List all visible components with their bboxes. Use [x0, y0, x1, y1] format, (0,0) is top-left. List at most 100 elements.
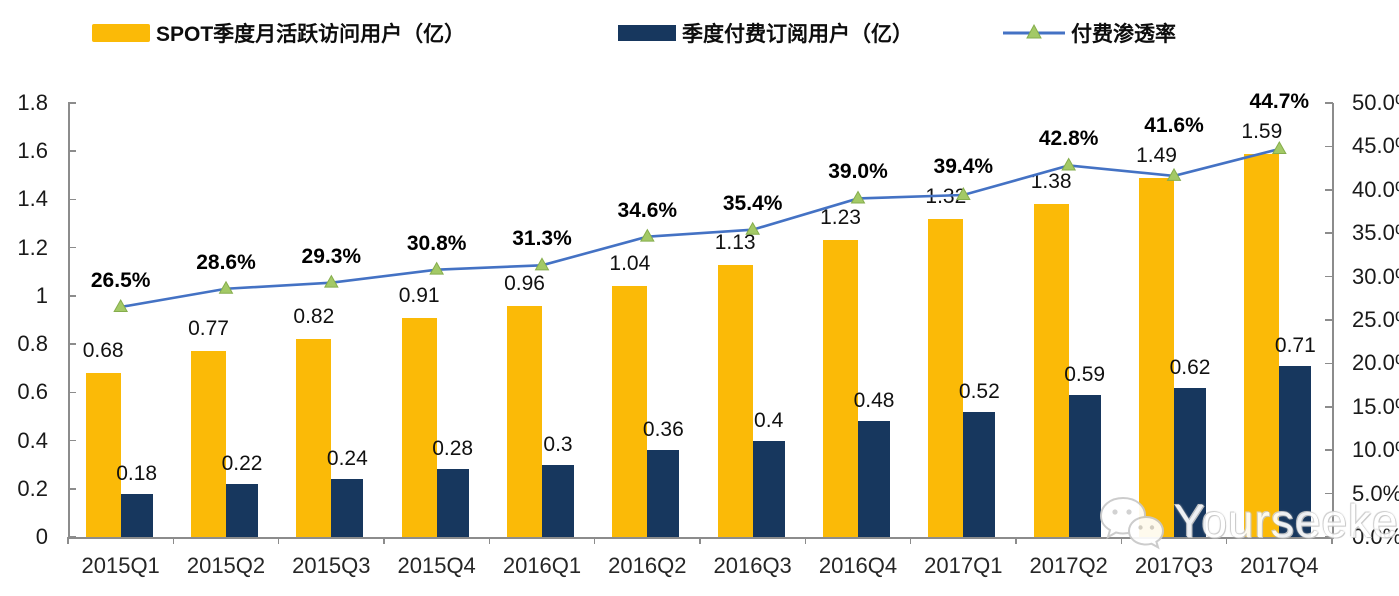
right-axis-tick: [1325, 275, 1333, 278]
left-axis-tick: [68, 536, 76, 538]
x-axis-tick: [1015, 537, 1017, 544]
x-axis: [68, 537, 1334, 539]
mau-bar: [296, 339, 332, 537]
right-axis-tick: [1325, 319, 1333, 321]
mau-value-label: 1.49: [1136, 143, 1177, 167]
penetration-line-marker: [1061, 157, 1077, 171]
penetration-value-label: 42.8%: [1038, 127, 1099, 151]
right-axis-tick-label: 15.0%: [1352, 393, 1399, 419]
right-axis-tick-label: 40.0%: [1352, 176, 1399, 202]
x-axis-tick: [67, 537, 69, 544]
paid-bar: [120, 493, 153, 537]
penetration-line-marker: [1271, 140, 1287, 155]
left-axis-tick-label: 1.6: [17, 138, 48, 164]
right-axis-tick-label: 0.0%: [1352, 524, 1399, 549]
mau-value-label: 0.77: [188, 317, 229, 341]
mau-bar: [85, 373, 121, 537]
mau-legend-swatch: [92, 24, 150, 42]
paid-value-label: 0.18: [116, 461, 158, 485]
right-axis-tick-label: 10.0%: [1352, 437, 1399, 463]
legend-item-penetration: 付费渗透率: [1003, 18, 1176, 48]
mau-bar: [823, 240, 858, 537]
paid-value-label: 0.48: [853, 389, 895, 413]
paid-value-label: 0.4: [754, 408, 784, 432]
x-axis-tick: [1225, 537, 1228, 544]
mau-value-label: 1.59: [1241, 119, 1283, 143]
penetration-value-label: 44.7%: [1249, 89, 1310, 113]
x-axis-tick: [909, 537, 912, 544]
mau-value-label: 1.38: [1030, 170, 1072, 194]
paid-value-label: 0.59: [1064, 362, 1106, 386]
penetration-legend-marker: [1003, 23, 1065, 43]
penetration-legend-label: 付费渗透率: [1071, 23, 1176, 46]
mau-value-label: 0.68: [82, 339, 124, 363]
x-axis-tick: [1120, 537, 1123, 544]
left-axis-tick: [68, 488, 76, 490]
left-axis-tick: [68, 150, 76, 152]
right-axis-tick: [1325, 449, 1333, 451]
penetration-line-marker: [639, 228, 655, 242]
penetration-value-label: 34.6%: [617, 198, 678, 222]
left-axis-tick-label: 0: [35, 524, 48, 549]
mau-bar: [717, 264, 753, 537]
right-axis-tick: [1325, 145, 1333, 148]
mau-bar: [401, 317, 437, 537]
x-axis-label: 2016Q3: [713, 553, 792, 578]
mau-value-label: 0.91: [398, 283, 440, 307]
left-axis-tick-label: 0.8: [17, 331, 48, 357]
x-axis-tick: [593, 537, 596, 544]
x-axis-label: 2015Q3: [292, 553, 371, 578]
penetration-line-marker: [218, 280, 234, 294]
penetration-line: [120, 147, 1280, 309]
paid-value-label: 0.22: [221, 451, 263, 475]
paid-value-label: 0.24: [326, 447, 368, 471]
paid-value-label: 0.3: [543, 432, 573, 456]
penetration-value-label: 35.4%: [722, 191, 783, 215]
paid-bar: [647, 450, 680, 537]
right-axis-tick: [1325, 189, 1333, 191]
right-axis-tick: [1325, 492, 1333, 495]
penetration-value-label: 39.4%: [933, 154, 994, 178]
penetration-value-label: 29.3%: [301, 244, 362, 268]
right-axis-tick: [1325, 102, 1333, 104]
mau-bar: [191, 351, 226, 537]
left-axis-tick-label: 0.2: [17, 475, 48, 501]
paid-value-label: 0.36: [642, 418, 684, 442]
x-axis-label: 2016Q2: [608, 553, 687, 578]
x-axis-tick: [383, 537, 385, 544]
left-axis-tick: [68, 391, 76, 394]
left-axis-tick: [68, 439, 76, 442]
left-axis-tick-label: 0.4: [17, 427, 48, 453]
penetration-value-label: 26.5%: [90, 268, 151, 292]
x-axis-label: 2016Q1: [502, 553, 582, 578]
x-axis-label: 2015Q1: [81, 553, 160, 578]
penetration-line-marker: [745, 221, 761, 235]
mau-value-label: 0.82: [293, 305, 335, 329]
right-axis-tick-label: 35.0%: [1352, 220, 1399, 246]
paid-bar: [331, 479, 364, 537]
right-axis-tick-label: 30.0%: [1352, 263, 1399, 289]
paid-bar: [226, 483, 258, 537]
mau-value-label: 0.96: [504, 271, 545, 295]
x-axis-label: 2017Q1: [924, 553, 1003, 578]
left-axis-tick: [68, 295, 76, 297]
paid-value-label: 0.28: [432, 437, 474, 461]
paid-bar: [1279, 365, 1312, 537]
mau-value-label: 1.04: [609, 252, 651, 276]
right-axis-tick-label: 45.0%: [1352, 133, 1399, 159]
mau-bar: [928, 218, 964, 537]
right-axis-tick: [1325, 406, 1333, 408]
paid-value-label: 0.62: [1169, 355, 1211, 379]
x-axis-tick: [699, 537, 701, 544]
x-axis-tick: [1331, 537, 1333, 544]
paid-bar: [1068, 394, 1101, 537]
penetration-value-label: 30.8%: [406, 231, 467, 255]
paid-bar: [1174, 387, 1206, 537]
right-axis-tick: [1325, 232, 1333, 234]
x-axis-tick: [172, 537, 175, 544]
penetration-value-label: 28.6%: [196, 250, 256, 274]
penetration-line-marker: [429, 261, 445, 275]
